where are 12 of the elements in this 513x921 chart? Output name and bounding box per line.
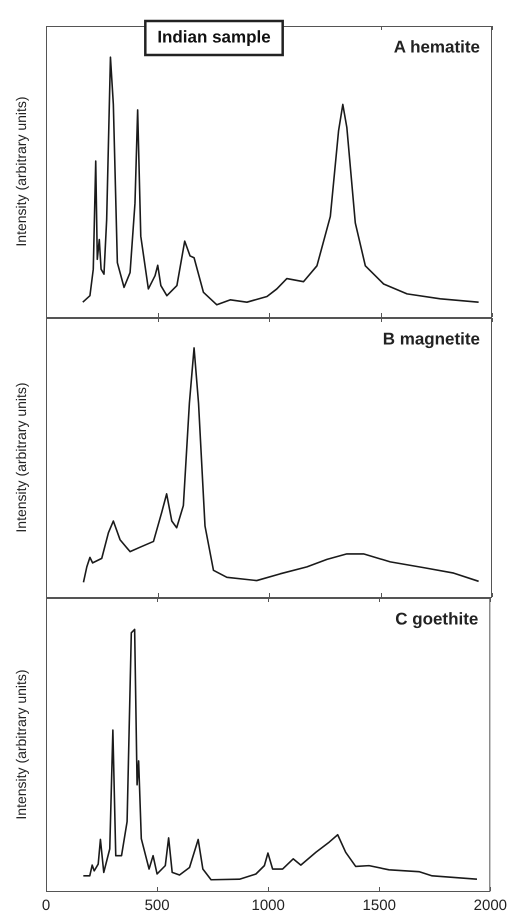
x-tick-label: 0 bbox=[42, 897, 50, 914]
y-axis-title: Intensity (arbitrary units) bbox=[12, 669, 29, 820]
x-tick-label: 1500 bbox=[362, 897, 396, 914]
text: A hematite bbox=[394, 38, 480, 57]
annotation: B magnetite bbox=[382, 330, 480, 349]
x-tick-label: 2000 bbox=[474, 897, 508, 914]
chart-title: Indian sample bbox=[157, 28, 271, 47]
x-tick-label: 1000 bbox=[251, 897, 285, 914]
text: C goethite bbox=[395, 610, 478, 629]
y-axis-title: Intensity (arbitrary units) bbox=[12, 96, 29, 247]
x-tick-label: 500 bbox=[144, 897, 170, 914]
y-axis-title: Intensity (arbitrary units) bbox=[12, 382, 29, 533]
